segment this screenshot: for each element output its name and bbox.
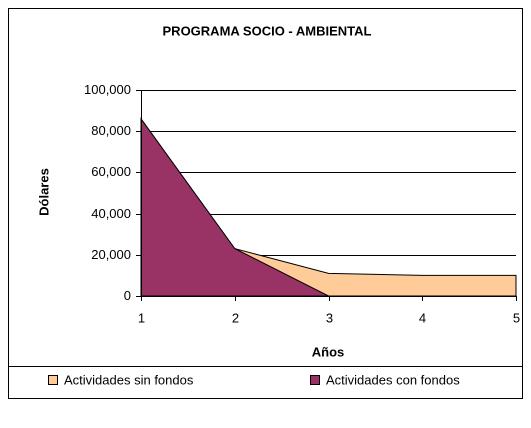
chart-title: PROGRAMA SOCIO - AMBIENTAL [163, 23, 372, 38]
legend-label: Actividades con fondos [326, 372, 460, 387]
x-tick-label: 1 [138, 310, 145, 325]
y-tick-label: 100,000 [84, 82, 131, 97]
legend-swatch [310, 375, 320, 385]
y-tick-label: 40,000 [91, 206, 131, 221]
legend-swatch [48, 375, 58, 385]
y-axis-label: Dólares [36, 168, 51, 216]
legend-label: Actividades sin fondos [64, 372, 194, 387]
y-tick-label: 20,000 [91, 247, 131, 262]
chart-frame [8, 8, 523, 399]
y-tick-label: 80,000 [91, 123, 131, 138]
x-tick-label: 4 [419, 310, 426, 325]
y-tick-label: 0 [124, 288, 131, 303]
x-tick-label: 2 [232, 310, 239, 325]
x-axis-label: Años [312, 344, 345, 359]
x-tick-label: 3 [326, 310, 333, 325]
y-tick-label: 60,000 [91, 164, 131, 179]
x-tick-label: 5 [513, 310, 520, 325]
